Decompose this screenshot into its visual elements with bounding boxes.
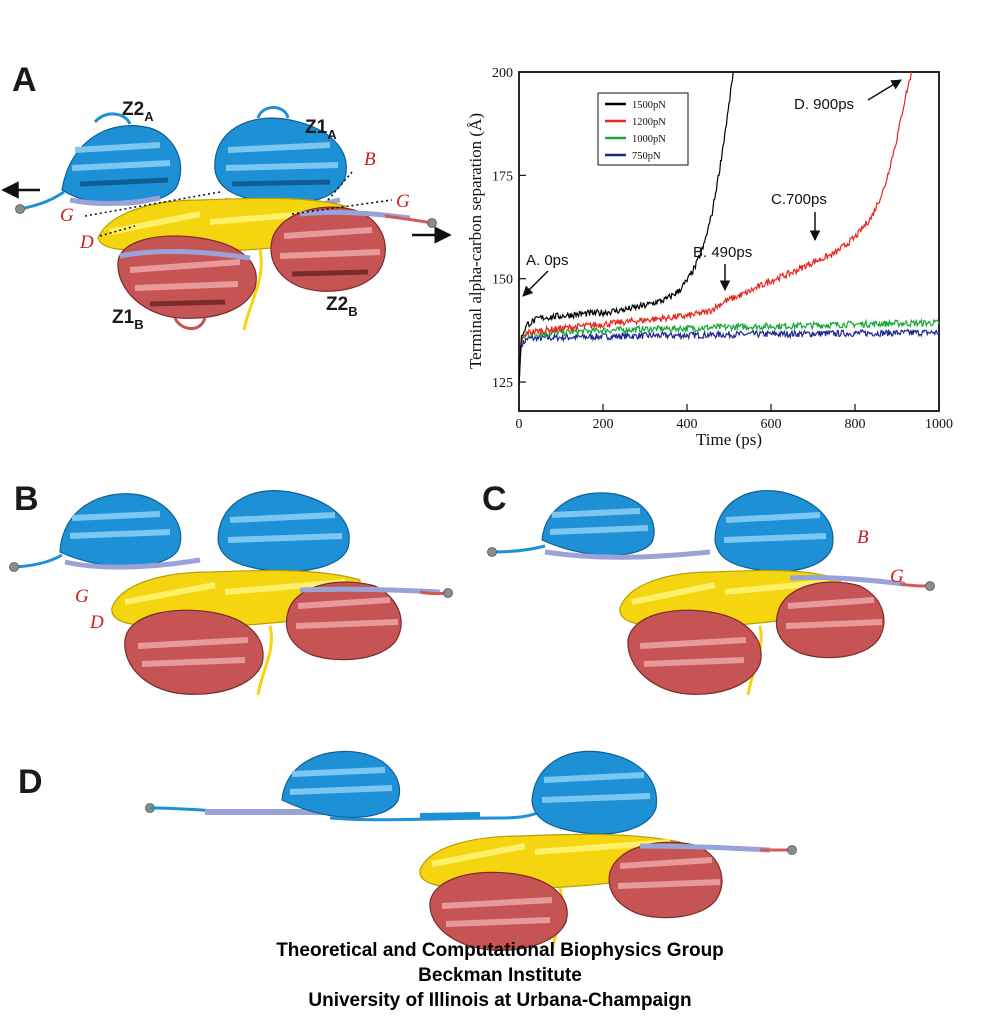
protein-structure-d [145,750,797,951]
protein-structure-a [15,106,437,331]
terminal-bead-d-right [787,845,797,855]
chart-x-axis-title: Time (ps) [696,430,762,449]
domain-z2b-ribbon [270,206,411,292]
domain-z1b-ribbon [117,235,257,330]
chart-plot-frame [518,71,940,412]
domain-z2a-ribbon-c [541,492,655,556]
series-line-1200pN [518,71,912,387]
annotation-a-0ps: A. 0ps [526,252,569,269]
domain-z1a-ribbon-d [531,750,658,835]
credits-institute: Beckman Institute [418,965,582,986]
terminal-bead-b-left [9,562,19,572]
strand-label-b-c: B [857,527,869,548]
series-line-1000pN [518,317,940,387]
credits-group: Theoretical and Computational Biophysics… [276,940,724,961]
strand-label-b: B [364,149,376,170]
domain-z1b-ribbon-c [627,609,762,695]
x-tick-label: 0 [516,417,523,432]
strand-label-g-left: G [60,205,74,226]
annotation-arrow-a [522,270,549,297]
domain-z2a-ribbon-d [281,750,400,818]
chart-ticks: 0 200 400 600 800 1000 125 150 175 200 [492,66,953,432]
terminal-bead-right [427,218,437,228]
credits-university: University of Illinois at Urbana-Champai… [308,990,692,1011]
strand-label-g-c: G [890,566,904,587]
protein-structure-c [487,490,935,696]
panel-label-a: A [12,61,37,99]
strand-label-g-b: G [75,586,89,607]
series-line-750pN [518,328,940,387]
chart-legend: 1500pN 1200pN 1000pN 750pN [597,92,689,166]
annotation-b-490ps: B. 490ps [693,244,752,261]
series-line-1500pN [518,71,734,387]
y-tick-label: 200 [492,66,513,81]
terminal-bead-c-right [925,581,935,591]
y-tick-label: 125 [492,376,513,391]
x-tick-label: 800 [845,417,866,432]
terminal-bead-b-right [443,588,453,598]
label-z2b: Z2B [326,294,358,319]
strand-label-d: D [79,232,94,253]
credits-block: Theoretical and Computational Biophysics… [0,938,1000,1013]
chart-y-axis-title: Terminal alpha-carbon separation (Å) [466,113,485,369]
domain-z1b-ribbon-d [429,871,568,951]
annotation-arrow-d [867,79,902,101]
domain-z1a-ribbon-c [714,490,834,573]
dotted-guide-b [327,171,353,201]
strand-label-g-right: G [396,191,410,212]
y-tick-label: 150 [492,273,513,288]
label-z1b: Z1B [112,307,144,332]
annotation-c-700ps: C.700ps [771,191,827,208]
x-tick-label: 600 [761,417,782,432]
protein-structure-b [9,490,453,696]
legend-label-1000: 1000pN [632,134,666,145]
domain-z2a-ribbon [61,112,182,207]
dotted-guide-d [99,225,136,237]
terminal-bead-left [15,204,25,214]
strand-label-d-b: D [89,612,104,633]
label-z2a: Z2A [122,99,154,124]
x-tick-label: 200 [593,417,614,432]
annotation-d-900ps: D. 900ps [794,96,854,113]
legend-label-1200: 1200pN [632,117,666,128]
chart-series [518,71,940,387]
label-z1a: Z1A [305,117,337,142]
panel-label-d: D [18,763,43,801]
legend-label-750: 750pN [632,151,661,162]
domain-z1a-ribbon-b [217,490,350,573]
x-tick-label: 1000 [925,417,953,432]
domain-z1a-ribbon [214,106,347,210]
x-tick-label: 400 [677,417,698,432]
panel-label-b: B [14,480,39,518]
terminal-bead-c-left [487,547,497,557]
legend-label-1500: 1500pN [632,100,666,111]
dotted-guide-g-right [291,199,393,215]
y-tick-label: 175 [492,169,513,184]
domain-z1b-ribbon-b [124,609,264,695]
panel-label-c: C [482,480,507,518]
